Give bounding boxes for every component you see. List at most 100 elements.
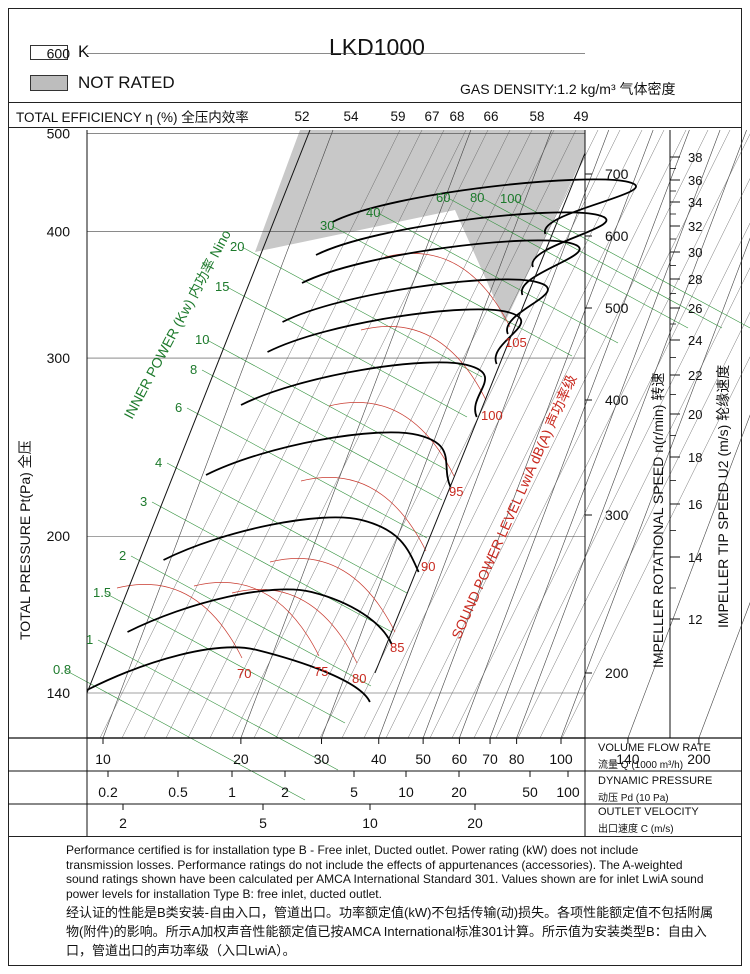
pressure-tick-label: 400 bbox=[47, 224, 71, 240]
speed-tick-label: 200 bbox=[605, 665, 629, 681]
tip-tick-label: 16 bbox=[688, 497, 702, 512]
tip-tick-label: 30 bbox=[688, 245, 702, 260]
outlet-velocity-label-cn: 出口速度 C (m/s) bbox=[598, 824, 674, 835]
power-label: 3 bbox=[140, 494, 147, 509]
pressure-tick-label: 140 bbox=[47, 685, 71, 701]
power-line bbox=[447, 197, 689, 329]
tip-tick-label: 34 bbox=[688, 195, 702, 210]
flow-tick-label: 100 bbox=[549, 751, 573, 767]
system-line bbox=[363, 129, 665, 739]
tip-tick-label: 20 bbox=[688, 407, 702, 422]
flow-tick-label: 10 bbox=[95, 751, 111, 767]
outlet-velocity-label: OUTLET VELOCITY bbox=[598, 806, 699, 818]
right-boundary bbox=[374, 152, 586, 674]
system-line bbox=[231, 129, 533, 739]
efficiency-divider bbox=[8, 127, 742, 128]
system-line bbox=[407, 129, 709, 739]
dp-tick-label: 1 bbox=[228, 784, 236, 800]
legend-not-rated-label: NOT RATED bbox=[78, 73, 175, 92]
flow-gridline bbox=[560, 237, 750, 739]
tip-tick-label: 12 bbox=[688, 612, 702, 627]
dynamic-pressure-label-cn: 动压 Pd (10 Pa) bbox=[598, 793, 669, 804]
speed-tick-label: 600 bbox=[605, 228, 629, 244]
tip-tick-label: 38 bbox=[688, 150, 702, 165]
power-line bbox=[241, 246, 483, 378]
power-line bbox=[64, 669, 306, 801]
system-line bbox=[165, 129, 467, 739]
sound-line bbox=[328, 402, 455, 477]
dp-tick-label: 10 bbox=[398, 784, 414, 800]
vel-tick-label: 5 bbox=[259, 815, 267, 831]
power-label: 80 bbox=[470, 190, 484, 205]
power-label: 30 bbox=[320, 218, 334, 233]
power-line bbox=[226, 286, 468, 418]
notes-english: Performance certified is for installatio… bbox=[66, 843, 704, 901]
efficiency-value: 52 bbox=[294, 109, 309, 124]
system-line bbox=[187, 129, 489, 739]
flow-axis-label-cn: 流量 Q (1000 m³/h) bbox=[598, 760, 684, 771]
speed-tick-label: 700 bbox=[605, 166, 629, 182]
system-line bbox=[99, 129, 401, 739]
power-label: 8 bbox=[190, 362, 197, 377]
flow-tick-label: 30 bbox=[314, 751, 330, 767]
speed-curve bbox=[301, 239, 581, 296]
flow-gridline bbox=[321, 129, 552, 739]
sound-label: 90 bbox=[421, 559, 435, 574]
flow-gridline bbox=[489, 129, 721, 739]
speed-tick-label: 400 bbox=[605, 392, 629, 408]
system-line bbox=[253, 129, 555, 739]
tip-tick-label: 24 bbox=[688, 333, 702, 348]
flow-tick-label: 50 bbox=[415, 751, 431, 767]
notes-divider bbox=[8, 836, 742, 837]
dp-tick-label: 0.5 bbox=[168, 784, 188, 800]
pressure-axis-title: TOTAL PRESSURE Pt(Pa) 全压 bbox=[17, 440, 33, 640]
system-line bbox=[539, 311, 750, 739]
pressure-tick-label: 300 bbox=[47, 350, 71, 366]
speed-curve bbox=[332, 178, 637, 235]
speed-curve bbox=[86, 646, 371, 703]
power-label: 10 bbox=[195, 332, 209, 347]
sound-label: 85 bbox=[390, 640, 404, 655]
system-line bbox=[121, 129, 423, 739]
sound-lines-title: SOUND POWER LEVEL LwiA dB(A) 声功率级 bbox=[448, 372, 579, 641]
flow-gridline bbox=[627, 414, 750, 739]
system-line bbox=[561, 356, 750, 739]
pressure-tick-label: 600 bbox=[47, 45, 71, 61]
notes-chinese: 经认证的性能是B类安装-自由入口，管道出口。功率额定值(kW)不包括传输(动)损… bbox=[66, 905, 714, 958]
power-line bbox=[201, 369, 443, 501]
flow-tick-label: 80 bbox=[509, 751, 525, 767]
power-label: 0.8 bbox=[53, 662, 71, 677]
power-label: 40 bbox=[366, 205, 380, 220]
sound-label: 95 bbox=[449, 484, 463, 499]
sound-label: 70 bbox=[237, 666, 251, 681]
power-label: 2 bbox=[119, 548, 126, 563]
vel-tick-label: 2 bbox=[119, 815, 127, 831]
dp-tick-label: 5 bbox=[350, 784, 358, 800]
pressure-tick-label: 200 bbox=[47, 528, 71, 544]
speed-curve bbox=[127, 588, 393, 645]
legend-k-swatch bbox=[30, 45, 68, 60]
flow-gridline bbox=[422, 129, 654, 739]
power-label: 15 bbox=[215, 279, 229, 294]
legend-k-label: K bbox=[78, 42, 90, 61]
system-line bbox=[495, 222, 750, 739]
system-line bbox=[341, 129, 643, 739]
efficiency-value: 67 bbox=[424, 109, 439, 124]
power-label: 1.5 bbox=[93, 585, 111, 600]
system-line bbox=[473, 178, 750, 739]
efficiency-value: 49 bbox=[573, 109, 588, 124]
vel-tick-label: 10 bbox=[362, 815, 378, 831]
tip-tick-label: 18 bbox=[688, 450, 702, 465]
dp-tick-label: 50 bbox=[522, 784, 538, 800]
flow-axis-label: VOLUME FLOW RATE bbox=[598, 742, 711, 754]
efficiency-value: 68 bbox=[449, 109, 464, 124]
efficiency-label: TOTAL EFFICIENCY η (%) 全压内效率 bbox=[16, 110, 249, 125]
flow-gridline bbox=[102, 129, 334, 739]
flow-tick-label: 40 bbox=[371, 751, 387, 767]
power-label: 4 bbox=[155, 455, 162, 470]
efficiency-value: 54 bbox=[343, 109, 359, 124]
efficiency-value: 66 bbox=[483, 109, 498, 124]
power-line bbox=[151, 501, 393, 633]
